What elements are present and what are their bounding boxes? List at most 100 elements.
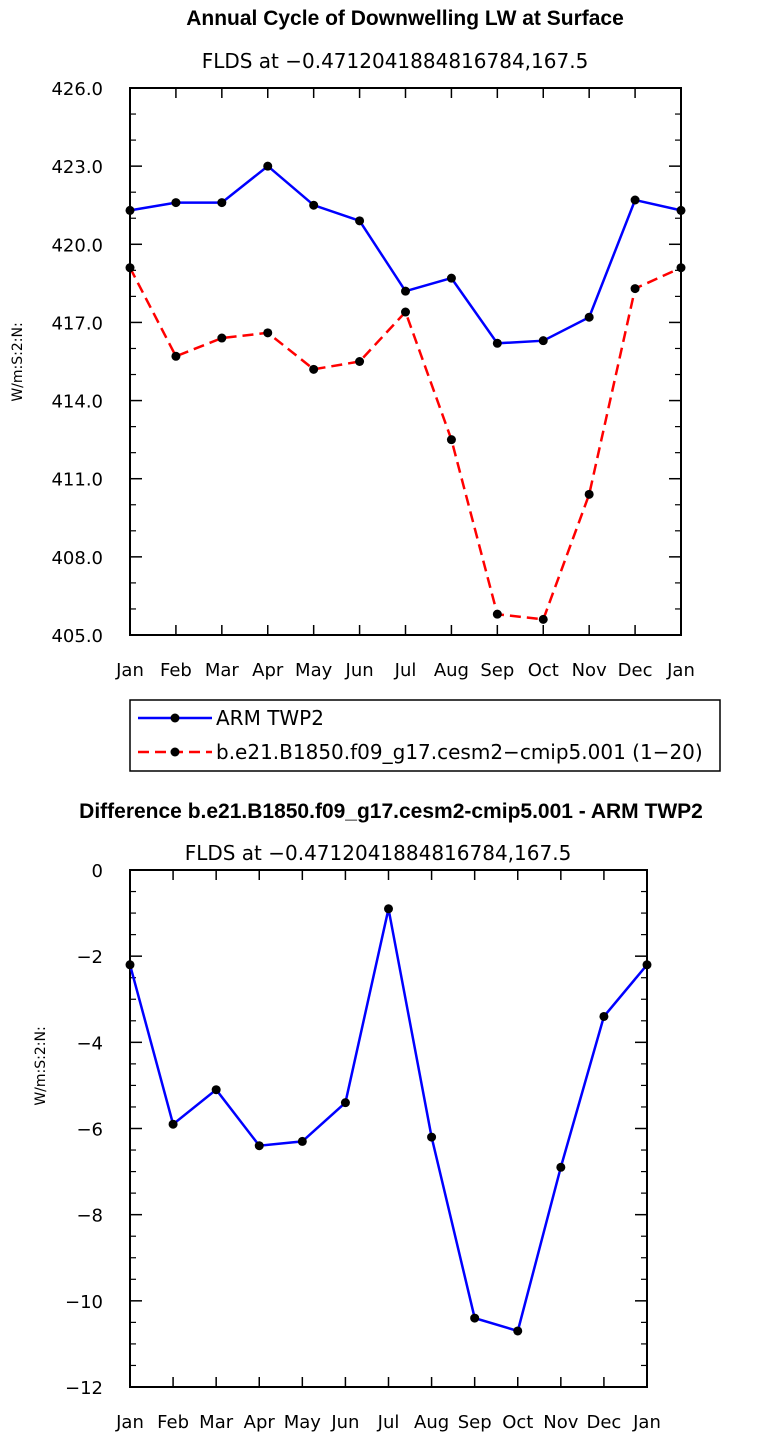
chart1-xtick-label: Nov [572,660,607,681]
chart1-series-1-point [492,609,502,619]
chart1-xtick-label: Sep [480,660,514,681]
chart2-series-0-point [168,1119,178,1129]
chart2-ytick-label: −2 [76,947,103,968]
chart2-xtick-label: Jan [632,1412,661,1433]
chart2-xtick-label: Jul [377,1412,400,1433]
chart1-series-0-point [217,198,227,208]
chart2-subtitle: FLDS at −0.4712041884816784,167.5 [185,841,572,865]
legend: ARM TWP2 b.e21.B1850.f09_g17.cesm2−cmip5… [129,699,721,772]
annual-cycle-chart: Annual Cycle of Downwelling LW at Surfac… [10,7,695,681]
chart1-xtick-label: Feb [160,660,192,681]
chart2-ylabel: W/m:S:2:N: [33,1026,49,1105]
chart1-series-0-point [355,216,365,226]
chart1-series-0-point [309,200,319,210]
chart2-ytick-label: −8 [76,1206,103,1227]
chart1-series-0-point [538,336,548,346]
chart2-xtick-label: Dec [586,1412,621,1433]
chart1-xtick-label: Jan [666,660,695,681]
chart2-xtick-label: Sep [458,1412,492,1433]
chart2-series-0-point [599,1011,609,1021]
chart2-series-0-point [470,1313,480,1323]
chart2-series-0-point [340,1098,350,1108]
chart1-series-0-point [492,338,502,348]
chart1-xtick-label: Oct [528,660,559,681]
chart1-series-1-point [355,357,365,366]
chart1-ytick-label: 414.0 [51,392,103,413]
chart2-plot-frame [129,869,648,1388]
chart2-xtick-label: Nov [543,1412,578,1433]
chart1-xtick-label: Mar [205,660,240,681]
chart1-title: Annual Cycle of Downwelling LW at Surfac… [186,7,624,30]
chart1-series-1-point [676,263,686,273]
chart1-series-1-point [446,435,456,445]
chart1-series-line-0 [129,164,682,345]
chart1-series-0-point [125,205,135,215]
chart1-ytick-label: 426.0 [51,79,103,100]
legend-arm-label: ARM TWP2 [216,706,324,730]
chart1-ytick-label: 405.0 [51,626,103,647]
chart2-xtick-label: Jan [115,1412,144,1433]
chart1-xtick-label: Apr [252,660,284,681]
chart1-series-0-point [676,205,686,215]
chart2-xtick-label: Aug [414,1412,449,1433]
chart2-xtick-label: Apr [244,1412,276,1433]
chart1-series-1-point [171,351,181,361]
chart1-xtick-label: May [295,660,333,681]
chart1-plot-frame [129,87,682,636]
chart2-series-line-0 [128,908,648,1333]
chart2-series-0-point [513,1326,523,1336]
chart1-xtick-label: Aug [434,660,469,681]
chart1-ytick-label: 423.0 [51,157,103,178]
chart1-ytick-label: 417.0 [51,313,103,334]
chart1-series-0-point [171,198,181,208]
chart1-series-1-point [538,614,548,624]
legend-model-label: b.e21.B1850.f09_g17.cesm2−cmip5.001 (1−2… [216,740,703,764]
chart2-ytick-label: 0 [92,861,103,882]
chart2-xtick-label: Jun [330,1412,359,1433]
legend-model-marker [170,747,180,757]
chart1-ytick-label: 408.0 [51,548,103,569]
chart2-ytick-label: −10 [65,1292,103,1313]
chart1-ytick-label: 411.0 [51,470,103,491]
chart1-subtitle: FLDS at −0.4712041884816784,167.5 [202,49,589,73]
chart2-series-0-point [211,1085,221,1095]
chart1-series-1-point [630,284,640,294]
chart1-series-0-point [584,312,594,322]
chart2-ytick-label: −12 [65,1378,103,1399]
chart1-series-0-point [446,273,456,283]
chart1-xtick-label: Jun [345,660,374,681]
chart2-title: Difference b.e21.B1850.f09_g17.cesm2-cmi… [79,800,703,823]
chart1-series-line-1 [128,266,682,621]
chart1-series-0-point [630,195,640,205]
chart2-xtick-label: Feb [157,1412,189,1433]
chart1-series-1-point [401,307,410,317]
chart1-ytick-label: 420.0 [51,235,103,256]
chart2-series-0-point [556,1162,566,1172]
legend-arm-marker [170,713,180,723]
chart1-xtick-label: Jan [115,660,144,681]
chart1-series-1-point [584,489,594,499]
chart1-series-1-point [309,364,319,374]
chart1-xtick-label: Jul [394,660,417,681]
chart1-xtick-label: Dec [618,660,653,681]
chart2-series-0-point [642,960,652,970]
chart2-series-0-point [125,960,135,970]
chart2-xtick-label: Mar [199,1412,234,1433]
chart1-series-1-point [125,263,135,273]
chart2-xtick-label: May [284,1412,322,1433]
chart2-ytick-label: −6 [76,1120,103,1141]
chart2-series-0-point [384,904,393,914]
chart1-series-1-point [217,333,227,343]
chart2-series-0-point [254,1141,264,1151]
chart1-ylabel: W/m:S:2:N: [10,322,26,401]
chart2-ytick-label: −4 [76,1033,103,1054]
chart2-xtick-label: Oct [502,1412,533,1433]
difference-chart: Difference b.e21.B1850.f09_g17.cesm2-cmi… [33,800,703,1433]
chart1-series-0-point [401,286,410,296]
chart2-series-0-point [297,1136,307,1146]
chart1-series-0-point [263,161,273,171]
legend-box [129,699,721,772]
chart1-series-1-point [263,328,273,338]
chart2-series-0-point [427,1132,437,1142]
